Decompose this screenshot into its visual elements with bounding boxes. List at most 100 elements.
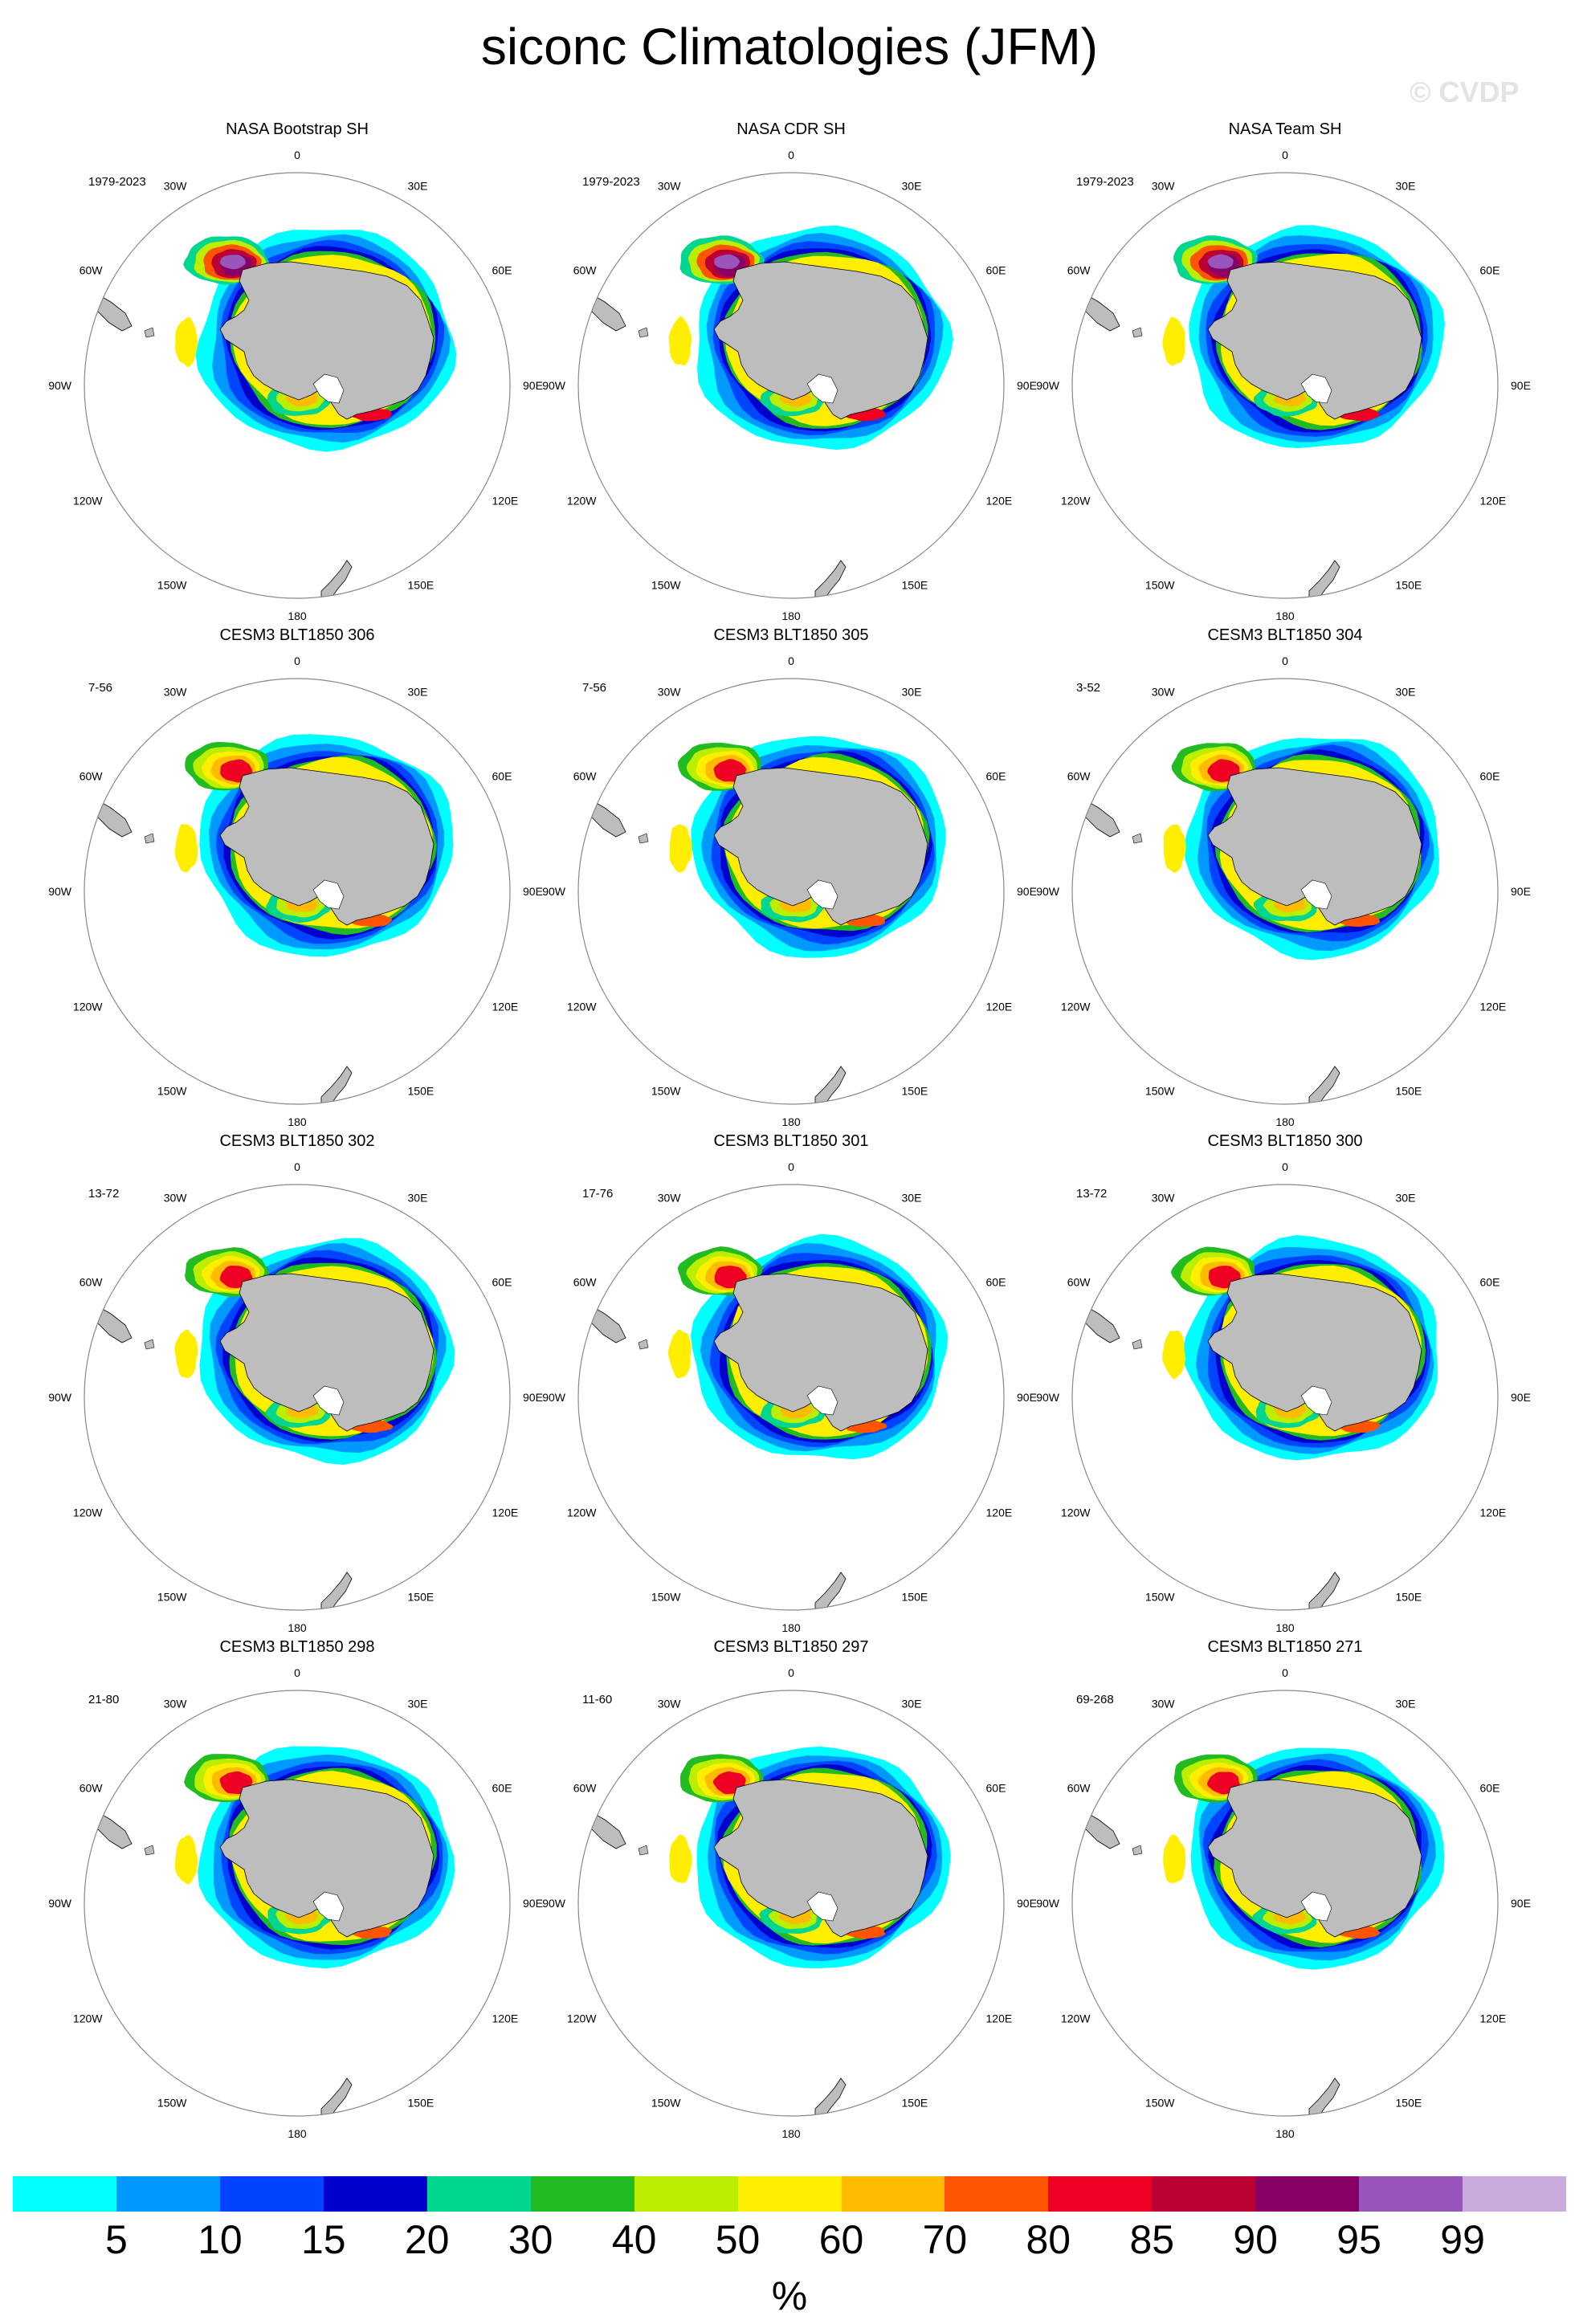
map-frame: [577, 678, 1005, 1105]
colorbar-cell: [1048, 2176, 1153, 2212]
longitude-label: 60E: [1480, 1276, 1500, 1289]
longitude-label: 150W: [157, 2097, 187, 2110]
panel-years: 11-60: [582, 1693, 613, 1706]
longitude-label: 60E: [492, 1276, 512, 1289]
colorbar-tick-label: 15: [300, 2217, 346, 2262]
longitude-label: 60W: [80, 1276, 104, 1289]
longitude-label: 30E: [408, 686, 428, 699]
colorbar-cell: [841, 2176, 945, 2212]
longitude-label: 120W: [1061, 1001, 1091, 1013]
longitude-label: 30W: [164, 1192, 188, 1205]
longitude-label: 180: [1275, 610, 1295, 622]
colorbar-cell: [945, 2176, 1049, 2212]
colorbar-cell: [530, 2176, 634, 2212]
longitude-label: 30E: [902, 1698, 922, 1710]
sea-ice-field: [667, 1233, 949, 1460]
polar-map: 0 30E 60E 90E 120E 150E 180 150W 120W 90W 60W 30W: [542, 654, 1037, 1128]
longitude-label: 0: [294, 1666, 300, 1679]
longitude-label: 120W: [73, 495, 103, 508]
panel-years: 69-268: [1076, 1693, 1114, 1706]
longitude-label: 90W: [542, 1391, 566, 1404]
map-frame: [577, 172, 1005, 599]
longitude-label: 120E: [492, 1507, 519, 1519]
map-frame: [84, 1184, 511, 1611]
colorbar-cell: [219, 2176, 324, 2212]
longitude-label: 120E: [492, 2012, 519, 2025]
longitude-label: 60E: [492, 1782, 512, 1795]
new-zealand-land: [1308, 1066, 1340, 1104]
longitude-label: 90W: [542, 1897, 566, 1910]
polar-map: 0 30E 60E 90E 120E 150E 180 150W 120W 90W 60W 30W: [1036, 149, 1531, 622]
longitude-label: 90W: [1036, 885, 1060, 898]
panel-title: NASA Bootstrap SH: [226, 120, 369, 138]
longitude-label: 90W: [48, 379, 72, 392]
colorbar-ticks: 5 10 15 20 30 40 50 60 70 80 85 90 95 99: [13, 2216, 1566, 2265]
map-frame: [84, 678, 511, 1105]
longitude-label: 30E: [1396, 1192, 1416, 1205]
panel-years: 17-76: [582, 1187, 614, 1201]
longitude-label: 60E: [986, 770, 1006, 783]
new-zealand-land: [814, 1066, 847, 1104]
panel-title: NASA CDR SH: [736, 120, 846, 138]
longitude-label: 0: [1282, 654, 1288, 667]
longitude-label: 60W: [1067, 1782, 1091, 1795]
longitude-label: 0: [1282, 1160, 1288, 1173]
longitude-label: 180: [781, 1621, 801, 1634]
longitude-label: 120W: [567, 1507, 597, 1519]
map-frame: [577, 1690, 1005, 2117]
map-panel: CESM3 BLT1850 302 13-72 0 30E 60E 90E 120E 150E…: [48, 1132, 546, 1638]
sea-ice-field: [1162, 1235, 1438, 1461]
longitude-label: 60W: [573, 770, 598, 783]
longitude-label: 150E: [902, 1591, 928, 1604]
colorbar-cell: [1152, 2176, 1256, 2212]
colorbar-tick-label: 20: [404, 2217, 450, 2262]
longitude-label: 120E: [986, 495, 1013, 508]
longitude-label: 60W: [573, 1276, 598, 1289]
longitude-label: 180: [781, 2127, 801, 2140]
polar-map: 0 30E 60E 90E 120E 150E 180 150W 120W 90W 60W 30W: [48, 1160, 543, 1634]
map-panel: CESM3 BLT1850 271 69-268 0 30E 60E 90E 120E 150…: [1036, 1638, 1534, 2144]
longitude-label: 120E: [1480, 1507, 1507, 1519]
colorbar-cell: [116, 2176, 220, 2212]
australia-land: [948, 1069, 973, 1098]
longitude-label: 150W: [651, 2097, 681, 2110]
panel-title: NASA Team SH: [1228, 120, 1342, 138]
sea-ice-field: [668, 225, 953, 451]
longitude-label: 30W: [658, 1698, 682, 1710]
panel-title: CESM3 BLT1850 271: [1207, 1638, 1363, 1656]
new-zealand-land: [1308, 1572, 1340, 1610]
longitude-label: 180: [288, 2127, 307, 2140]
longitude-label: 150E: [902, 579, 928, 592]
longitude-label: 150E: [1396, 2097, 1422, 2110]
australia-land: [454, 1575, 479, 1604]
colorbar-tick-label: 99: [1440, 2217, 1485, 2262]
longitude-label: 90E: [1017, 1897, 1037, 1910]
longitude-label: 60W: [573, 264, 598, 277]
colorbar-tick-label: 90: [1233, 2217, 1278, 2262]
longitude-label: 90E: [523, 885, 543, 898]
longitude-label: 150W: [651, 579, 681, 592]
longitude-label: 120E: [986, 1001, 1013, 1013]
australia-land: [948, 2081, 973, 2110]
sea-ice-field: [1163, 1747, 1445, 1970]
longitude-label: 30W: [1152, 180, 1176, 193]
longitude-label: 150W: [1145, 2097, 1175, 2110]
longitude-label: 30E: [408, 180, 428, 193]
longitude-label: 30E: [1396, 686, 1416, 699]
longitude-label: 120W: [567, 2012, 597, 2025]
longitude-label: 90W: [542, 885, 566, 898]
colorbar-tick-label: 85: [1129, 2217, 1175, 2262]
longitude-label: 30E: [408, 1698, 428, 1710]
longitude-label: 30W: [1152, 686, 1176, 699]
polar-map: 0 30E 60E 90E 120E 150E 180 150W 120W 90W 60W 30W: [48, 149, 543, 622]
longitude-label: 60W: [573, 1782, 598, 1795]
longitude-label: 60W: [1067, 264, 1091, 277]
longitude-label: 180: [288, 1115, 307, 1128]
longitude-label: 120W: [567, 1001, 597, 1013]
new-zealand-land: [320, 1066, 353, 1104]
longitude-label: 60E: [986, 264, 1006, 277]
panel-years: 13-72: [1076, 1187, 1108, 1201]
longitude-label: 30W: [658, 1192, 682, 1205]
sea-ice-field: [1163, 738, 1439, 960]
longitude-label: 150E: [408, 579, 435, 592]
